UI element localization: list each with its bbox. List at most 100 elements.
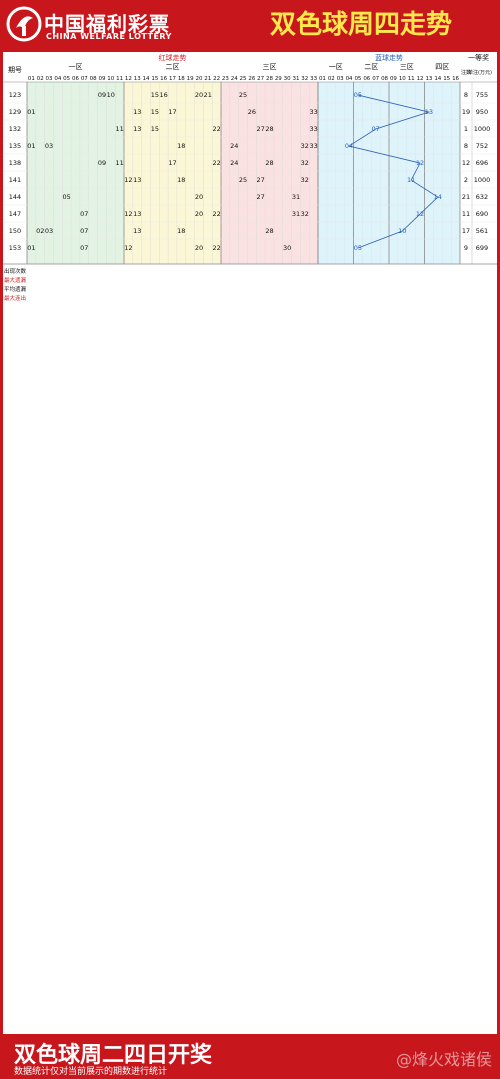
red-ball-mark: 03 — [45, 142, 53, 150]
red-ball-mark: 24 — [230, 142, 238, 150]
red-number-tick: 25 — [240, 76, 247, 82]
red-number-tick: 18 — [178, 76, 185, 82]
footer-title: 双色球周二四日开奖 — [14, 1043, 213, 1068]
red-number-tick: 01 — [28, 76, 35, 82]
red-zone-header: 二区 — [166, 63, 180, 71]
red-ball-mark: 09 — [98, 159, 106, 167]
blue-number-tick: 08 — [381, 76, 388, 82]
red-zone-header: 一区 — [69, 63, 83, 71]
red-ball-mark: 07 — [80, 244, 88, 252]
prize-header: 一等奖 — [468, 53, 489, 62]
blue-number-tick: 13 — [425, 76, 432, 82]
red-ball-mark: 07 — [80, 227, 88, 235]
red-ball-mark: 13 — [133, 125, 141, 133]
prize-amount: 752 — [476, 142, 488, 150]
red-number-tick: 24 — [231, 76, 238, 82]
prize-count: 8 — [464, 91, 468, 99]
blue-number-tick: 12 — [417, 76, 424, 82]
blue-number-tick: 10 — [399, 76, 406, 82]
red-number-tick: 23 — [222, 76, 229, 82]
red-number-tick: 02 — [37, 76, 44, 82]
red-number-tick: 12 — [125, 76, 132, 82]
red-number-tick: 33 — [310, 76, 317, 82]
red-zone-header: 三区 — [263, 63, 277, 71]
blue-number-tick: 03 — [337, 76, 344, 82]
red-number-tick: 27 — [257, 76, 264, 82]
blue-number-tick: 02 — [328, 76, 335, 82]
red-ball-mark: 27 — [257, 176, 265, 184]
issue-label: 141 — [9, 176, 21, 184]
stats-label: 最大遗漏 — [4, 276, 27, 284]
blue-number-tick: 06 — [363, 76, 370, 82]
watermark: @烽火戏诸侯 — [395, 1050, 492, 1069]
prize-amount: 1000 — [474, 125, 491, 133]
blue-number-tick: 16 — [452, 76, 459, 82]
issue-label: 144 — [9, 193, 21, 201]
red-number-tick: 20 — [195, 76, 202, 82]
blue-zone-header: 二区 — [364, 63, 378, 71]
red-number-tick: 30 — [284, 76, 291, 82]
issue-header: 期号 — [8, 66, 22, 74]
issue-label: 123 — [9, 91, 21, 99]
red-ball-mark: 22 — [212, 125, 220, 133]
red-ball-mark: 24 — [230, 159, 238, 167]
stats-label: 出现次数 — [4, 267, 27, 275]
blue-number-tick: 14 — [434, 76, 441, 82]
prize-amount: 1000 — [474, 176, 491, 184]
red-number-tick: 13 — [134, 76, 141, 82]
red-ball-mark: 20 — [195, 210, 203, 218]
issue-label: 129 — [9, 108, 21, 116]
red-ball-mark: 33 — [309, 108, 317, 116]
prize-count: 21 — [462, 193, 470, 201]
welfare-lottery-logo-icon — [6, 6, 42, 42]
red-ball-mark: 03 — [45, 227, 53, 235]
red-ball-mark: 18 — [177, 227, 185, 235]
red-ball-mark: 25 — [239, 176, 247, 184]
red-ball-mark: 32 — [301, 142, 309, 150]
prize-count: 11 — [462, 210, 470, 218]
red-number-tick: 17 — [169, 76, 176, 82]
blue-number-tick: 07 — [372, 76, 379, 82]
red-ball-mark: 01 — [27, 244, 35, 252]
red-ball-mark: 11 — [115, 159, 123, 167]
blue-number-tick: 05 — [354, 76, 361, 82]
page-title: 双色球周四走势 — [269, 10, 452, 40]
red-ball-mark: 18 — [177, 142, 185, 150]
red-zone-2-bg — [124, 82, 221, 264]
red-number-tick: 26 — [248, 76, 255, 82]
red-number-tick: 15 — [151, 76, 158, 82]
red-ball-mark: 12 — [124, 244, 132, 252]
prize-amount: 632 — [476, 193, 488, 201]
footer-note: 数据统计仅对当前展示的期数进行统计 — [14, 1067, 168, 1077]
prize-amount: 755 — [476, 91, 488, 99]
red-ball-mark: 07 — [80, 210, 88, 218]
prize-amount: 690 — [476, 210, 488, 218]
prize-amount-header: 单注(万元) — [468, 69, 492, 76]
red-ball-mark: 32 — [301, 210, 309, 218]
red-ball-mark: 27 — [257, 125, 265, 133]
prize-count: 17 — [462, 227, 470, 235]
prize-amount: 696 — [476, 159, 488, 167]
blue-zone-header: 三区 — [400, 63, 414, 71]
red-ball-mark: 28 — [265, 125, 273, 133]
red-ball-mark: 28 — [265, 227, 273, 235]
blue-number-tick: 04 — [346, 76, 353, 82]
red-number-tick: 10 — [107, 76, 114, 82]
red-ball-mark: 22 — [212, 244, 220, 252]
prize-count: 19 — [462, 108, 470, 116]
red-ball-mark: 15 — [151, 125, 159, 133]
red-ball-mark: 13 — [133, 210, 141, 218]
issue-label: 138 — [9, 159, 21, 167]
red-ball-mark: 02 — [36, 227, 44, 235]
issue-label: 147 — [9, 210, 21, 218]
red-ball-mark: 26 — [248, 108, 256, 116]
red-number-tick: 06 — [72, 76, 79, 82]
issue-label: 153 — [9, 244, 21, 252]
red-ball-mark: 20 — [195, 193, 203, 201]
red-number-tick: 04 — [54, 76, 61, 82]
red-ball-mark: 09 — [98, 91, 106, 99]
footer: 双色球周二四日开奖 数据统计仅对当前展示的期数进行统计 @烽火戏诸侯 — [0, 1034, 500, 1079]
red-number-tick: 16 — [160, 76, 167, 82]
blue-zone-header: 四区 — [435, 63, 449, 71]
